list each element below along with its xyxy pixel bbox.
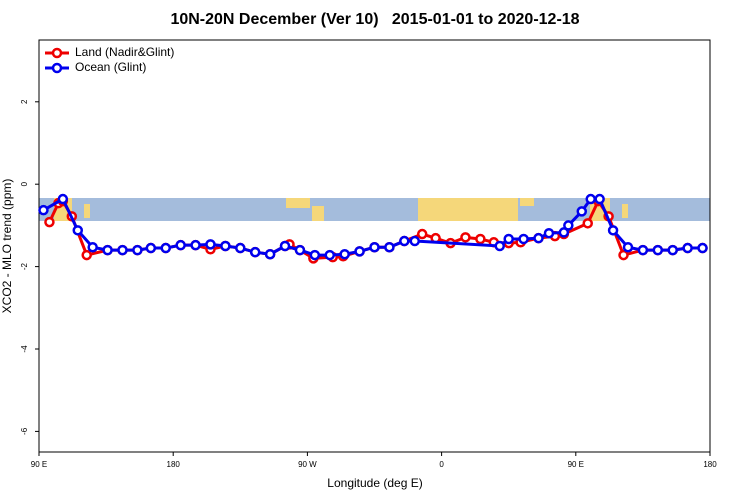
data-point xyxy=(175,239,186,251)
x-tick-label: 180 xyxy=(167,460,181,469)
data-point xyxy=(637,244,649,256)
data-point xyxy=(190,239,201,251)
data-point xyxy=(543,227,555,239)
data-point xyxy=(339,248,350,260)
legend-marker xyxy=(51,47,63,59)
x-tick-label: 0 xyxy=(439,460,444,469)
y-tick-label: 2 xyxy=(20,99,29,104)
data-point xyxy=(102,244,113,256)
y-tick-label: -6 xyxy=(20,427,29,435)
data-point xyxy=(558,227,570,238)
data-point xyxy=(324,249,336,261)
data-point xyxy=(494,240,506,252)
data-point xyxy=(87,241,98,253)
data-point xyxy=(132,244,143,256)
x-tick-label: 180 xyxy=(703,460,717,469)
data-point xyxy=(667,244,678,256)
x-tick-label: 90 E xyxy=(568,460,584,469)
data-point xyxy=(582,218,593,229)
legend-marker xyxy=(51,62,63,74)
data-point xyxy=(81,249,92,261)
plot-frame xyxy=(38,39,711,453)
legend-label: Land (Nadir&Glint) xyxy=(75,45,174,59)
y-tick-label: -4 xyxy=(20,345,29,353)
data-point xyxy=(475,233,486,245)
data-point xyxy=(279,240,291,252)
data-point xyxy=(576,206,588,217)
data-point xyxy=(294,244,306,256)
data-point xyxy=(399,235,410,247)
data-point xyxy=(38,204,49,216)
data-point xyxy=(72,225,84,236)
map-band xyxy=(39,198,710,221)
data-point xyxy=(607,225,619,236)
y-tick-label: -2 xyxy=(20,262,29,270)
data-point xyxy=(533,232,544,244)
legend-label: Ocean (Glint) xyxy=(75,60,146,74)
data-point xyxy=(145,242,157,254)
x-axis-label: Longitude (deg E) xyxy=(327,476,422,490)
data-point xyxy=(264,248,276,260)
data-point xyxy=(585,193,596,205)
data-point xyxy=(309,249,321,261)
data-point xyxy=(652,244,664,256)
data-point xyxy=(220,240,231,252)
data-point xyxy=(249,246,261,258)
data-point xyxy=(682,242,693,254)
data-point xyxy=(44,216,55,228)
data-point xyxy=(354,246,365,257)
data-point xyxy=(563,220,574,231)
data-point xyxy=(235,242,246,254)
data-point xyxy=(369,241,380,253)
data-point xyxy=(594,193,605,205)
data-point xyxy=(416,228,428,240)
y-axis-label: XCO2 - MLO trend (ppm) xyxy=(0,179,14,314)
data-point xyxy=(57,193,69,205)
data-point xyxy=(384,241,395,253)
chart-title: 10N-20N December (Ver 10) 2015-01-01 to … xyxy=(170,11,579,28)
data-point xyxy=(697,242,708,254)
data-point xyxy=(503,233,514,245)
data-point xyxy=(409,235,421,247)
data-point xyxy=(618,249,629,261)
y-tick-label: 0 xyxy=(20,181,29,186)
data-point xyxy=(518,233,529,245)
data-point xyxy=(622,241,634,253)
data-point xyxy=(460,232,471,243)
data-point xyxy=(205,239,216,250)
data-point xyxy=(117,244,128,256)
x-tick-label: 90 W xyxy=(298,460,317,469)
data-point xyxy=(160,242,171,254)
x-tick-label: 90 E xyxy=(31,460,47,469)
